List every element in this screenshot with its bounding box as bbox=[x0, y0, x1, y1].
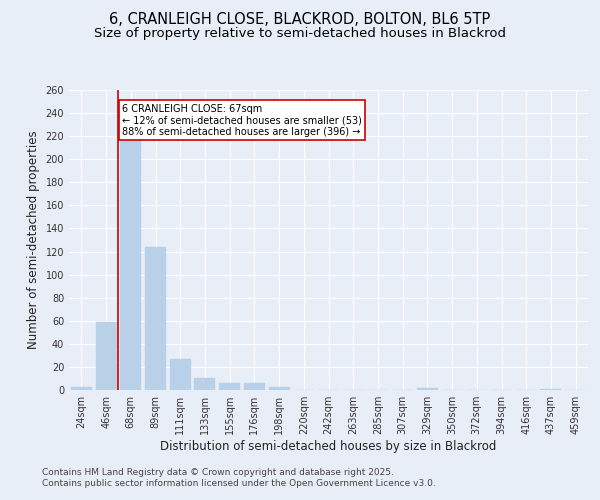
Bar bbox=[194, 378, 215, 390]
Bar bbox=[269, 386, 290, 390]
Bar bbox=[71, 386, 92, 390]
Bar bbox=[417, 388, 438, 390]
Bar bbox=[95, 322, 116, 390]
Bar bbox=[170, 359, 191, 390]
Bar bbox=[541, 389, 562, 390]
Text: 6, CRANLEIGH CLOSE, BLACKROD, BOLTON, BL6 5TP: 6, CRANLEIGH CLOSE, BLACKROD, BOLTON, BL… bbox=[109, 12, 491, 28]
Text: 6 CRANLEIGH CLOSE: 67sqm
← 12% of semi-detached houses are smaller (53)
88% of s: 6 CRANLEIGH CLOSE: 67sqm ← 12% of semi-d… bbox=[122, 104, 362, 137]
Bar bbox=[219, 383, 240, 390]
X-axis label: Distribution of semi-detached houses by size in Blackrod: Distribution of semi-detached houses by … bbox=[160, 440, 497, 453]
Bar bbox=[244, 383, 265, 390]
Bar bbox=[145, 247, 166, 390]
Text: Size of property relative to semi-detached houses in Blackrod: Size of property relative to semi-detach… bbox=[94, 28, 506, 40]
Y-axis label: Number of semi-detached properties: Number of semi-detached properties bbox=[27, 130, 40, 350]
Text: Contains HM Land Registry data © Crown copyright and database right 2025.
Contai: Contains HM Land Registry data © Crown c… bbox=[42, 468, 436, 487]
Bar bbox=[120, 140, 141, 390]
